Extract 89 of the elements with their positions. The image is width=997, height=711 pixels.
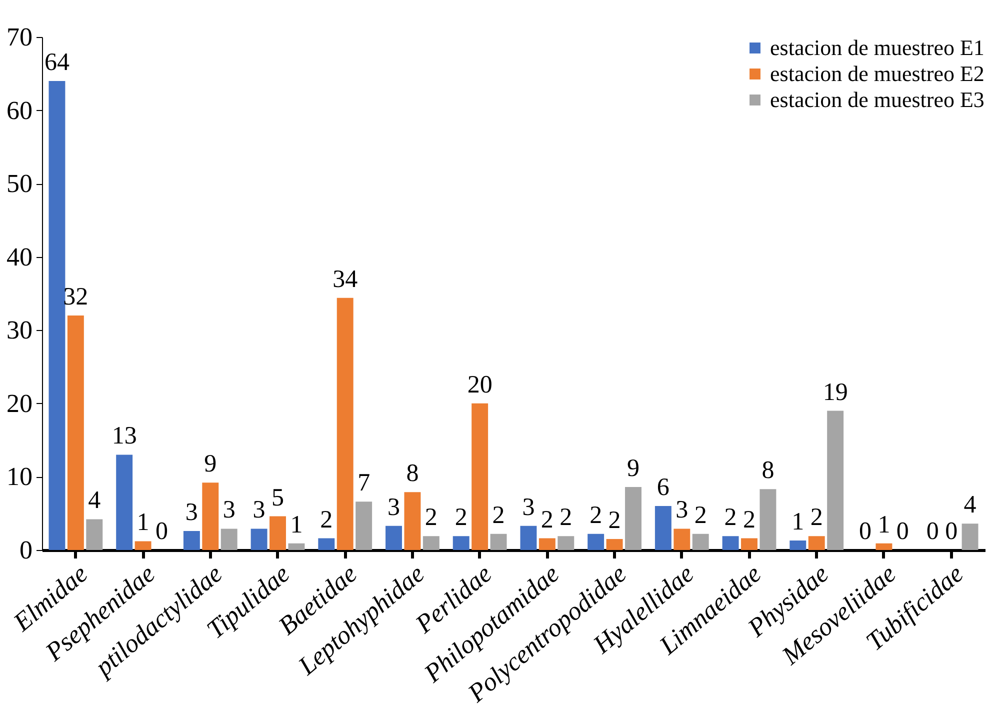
- data-label: 2: [724, 504, 737, 532]
- y-tick-label: 10: [6, 462, 32, 492]
- y-tick-label: 50: [6, 169, 32, 198]
- bar: [202, 482, 219, 550]
- data-label: 1: [878, 511, 890, 538]
- data-label: 34: [332, 266, 358, 293]
- bar: [472, 403, 488, 550]
- bar: [760, 489, 776, 550]
- bar: [722, 536, 739, 550]
- y-tick-label: 40: [6, 242, 32, 272]
- data-label: 9: [626, 454, 640, 482]
- data-label: 1: [290, 511, 303, 538]
- bar: [422, 536, 440, 550]
- bar: [270, 516, 286, 550]
- bar: [386, 526, 402, 550]
- y-tick-label: 20: [6, 388, 32, 418]
- bar: [250, 528, 268, 550]
- bar: [183, 530, 200, 550]
- bar: [827, 410, 844, 550]
- data-label: 4: [88, 487, 102, 514]
- bar: [741, 538, 758, 550]
- data-label: 1: [136, 509, 150, 536]
- data-label: 2: [694, 502, 707, 529]
- bar: [625, 486, 642, 550]
- y-tick-label: 0: [20, 536, 32, 564]
- data-label: 20: [467, 371, 492, 398]
- bar: [538, 538, 556, 550]
- data-label: 2: [454, 504, 468, 532]
- data-label: 0: [945, 518, 958, 545]
- data-label: 2: [560, 504, 572, 532]
- data-label: 3: [522, 494, 535, 521]
- bar: [452, 536, 470, 550]
- bar: [220, 528, 238, 550]
- bar: [356, 502, 372, 550]
- bar: [558, 536, 574, 550]
- data-label: 3: [222, 496, 236, 524]
- data-label: 19: [822, 378, 848, 406]
- data-label: 2: [810, 504, 823, 532]
- bar: [808, 536, 825, 550]
- data-label: 2: [608, 507, 621, 534]
- data-label: 0: [859, 518, 872, 545]
- data-label: 3: [388, 494, 400, 521]
- data-label: 2: [424, 504, 438, 532]
- data-label: 3: [185, 498, 198, 526]
- data-label: 2: [540, 506, 554, 534]
- bar: [962, 524, 978, 550]
- data-label: 4: [964, 492, 977, 519]
- bar: [654, 506, 672, 550]
- bar: [86, 519, 103, 550]
- bar: [404, 492, 421, 550]
- y-tick-label: 30: [6, 316, 32, 345]
- data-label: 1: [792, 508, 804, 536]
- y-tick-label: 60: [6, 96, 32, 125]
- bar: [520, 526, 537, 550]
- bar: [692, 534, 709, 550]
- bar: [288, 543, 305, 550]
- data-label: 0: [155, 518, 168, 545]
- data-label: 0: [896, 518, 909, 545]
- bar: [588, 534, 604, 550]
- data-label: 6: [656, 474, 670, 502]
- bar: [336, 298, 354, 550]
- bar: [318, 538, 335, 550]
- data-label: 2: [320, 506, 333, 534]
- data-label: 8: [406, 460, 419, 488]
- data-label: 2: [743, 506, 756, 534]
- data-label: 2: [492, 502, 505, 529]
- data-label: 7: [358, 470, 370, 497]
- legend-label: estacion de muestreo E1: [770, 35, 984, 60]
- bar: [48, 80, 66, 550]
- bar: [876, 543, 892, 550]
- data-label: 2: [590, 502, 602, 529]
- data-label: 9: [204, 450, 217, 478]
- y-tick-label: 70: [6, 22, 32, 52]
- bar: [490, 534, 507, 550]
- bar: [606, 539, 623, 550]
- data-label: 0: [926, 518, 939, 545]
- data-label: 64: [44, 48, 70, 76]
- data-label: 3: [252, 496, 266, 524]
- bar: [67, 315, 84, 550]
- bar: [116, 454, 133, 550]
- data-label: 13: [112, 422, 137, 450]
- bar: [790, 540, 806, 550]
- bar: [134, 541, 152, 550]
- data-label: 5: [272, 484, 284, 512]
- bar: [674, 528, 690, 550]
- data-label: 3: [676, 496, 688, 524]
- data-label: 8: [762, 457, 774, 484]
- legend-label: estacion de muestreo E2: [770, 61, 984, 86]
- legend-label: estacion de muestreo E3: [770, 87, 984, 112]
